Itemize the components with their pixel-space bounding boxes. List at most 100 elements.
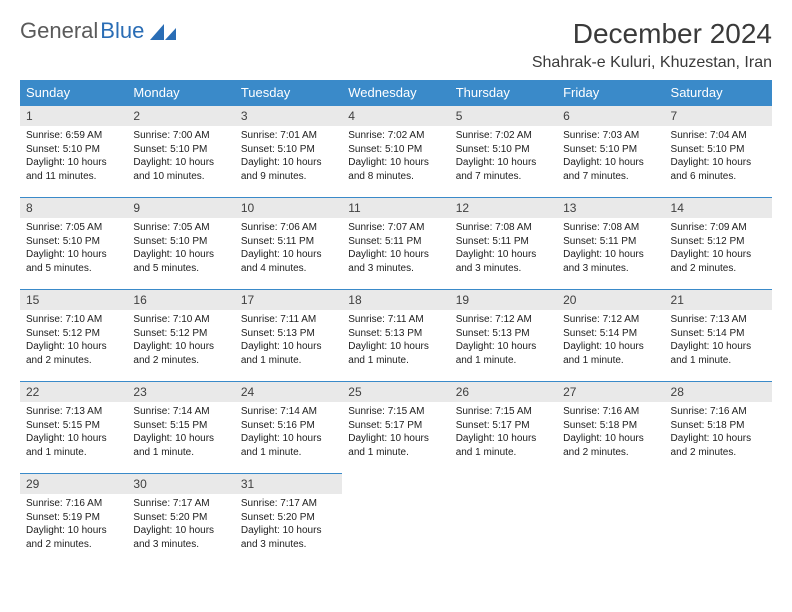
sunrise-text: Sunrise: 7:14 AM [241,405,336,419]
day-number: 3 [235,105,342,126]
daylight-text: Daylight: 10 hours and 3 minutes. [456,248,551,275]
day-details: Sunrise: 7:07 AMSunset: 5:11 PMDaylight:… [342,218,449,279]
daylight-text: Daylight: 10 hours and 1 minute. [563,340,658,367]
calendar-day-cell: 10Sunrise: 7:06 AMSunset: 5:11 PMDayligh… [235,197,342,289]
brand-part2: Blue [100,18,144,44]
daylight-text: Daylight: 10 hours and 1 minute. [671,340,766,367]
day-details: Sunrise: 7:12 AMSunset: 5:13 PMDaylight:… [450,310,557,371]
calendar-day-cell: 29Sunrise: 7:16 AMSunset: 5:19 PMDayligh… [20,473,127,565]
calendar-day-cell: 1Sunrise: 6:59 AMSunset: 5:10 PMDaylight… [20,105,127,197]
day-number: 4 [342,105,449,126]
sunset-text: Sunset: 5:15 PM [26,419,121,433]
sunset-text: Sunset: 5:19 PM [26,511,121,525]
daylight-text: Daylight: 10 hours and 4 minutes. [241,248,336,275]
day-number: 13 [557,197,664,218]
weekday-header: Thursday [450,80,557,105]
calendar-day-cell: 5Sunrise: 7:02 AMSunset: 5:10 PMDaylight… [450,105,557,197]
sunrise-text: Sunrise: 7:08 AM [456,221,551,235]
sunset-text: Sunset: 5:14 PM [671,327,766,341]
sunrise-text: Sunrise: 7:13 AM [671,313,766,327]
day-number: 30 [127,473,234,494]
calendar-day-cell: 31Sunrise: 7:17 AMSunset: 5:20 PMDayligh… [235,473,342,565]
daylight-text: Daylight: 10 hours and 11 minutes. [26,156,121,183]
sunset-text: Sunset: 5:17 PM [348,419,443,433]
day-number: 18 [342,289,449,310]
sunset-text: Sunset: 5:11 PM [563,235,658,249]
day-details: Sunrise: 7:16 AMSunset: 5:18 PMDaylight:… [557,402,664,463]
daylight-text: Daylight: 10 hours and 2 minutes. [671,432,766,459]
sunrise-text: Sunrise: 7:00 AM [133,129,228,143]
day-details: Sunrise: 7:02 AMSunset: 5:10 PMDaylight:… [450,126,557,187]
sunset-text: Sunset: 5:10 PM [133,235,228,249]
calendar-day-cell: 9Sunrise: 7:05 AMSunset: 5:10 PMDaylight… [127,197,234,289]
calendar-day-cell: 4Sunrise: 7:02 AMSunset: 5:10 PMDaylight… [342,105,449,197]
sunset-text: Sunset: 5:15 PM [133,419,228,433]
calendar-day-cell: 25Sunrise: 7:15 AMSunset: 5:17 PMDayligh… [342,381,449,473]
sunrise-text: Sunrise: 7:14 AM [133,405,228,419]
day-details: Sunrise: 7:03 AMSunset: 5:10 PMDaylight:… [557,126,664,187]
sunset-text: Sunset: 5:12 PM [671,235,766,249]
calendar-week-row: 1Sunrise: 6:59 AMSunset: 5:10 PMDaylight… [20,105,772,197]
sunrise-text: Sunrise: 7:13 AM [26,405,121,419]
sunset-text: Sunset: 5:13 PM [241,327,336,341]
sunset-text: Sunset: 5:11 PM [241,235,336,249]
day-details: Sunrise: 7:10 AMSunset: 5:12 PMDaylight:… [127,310,234,371]
day-number: 5 [450,105,557,126]
day-details: Sunrise: 7:14 AMSunset: 5:16 PMDaylight:… [235,402,342,463]
calendar-day-cell: . [557,473,664,565]
sunrise-text: Sunrise: 7:11 AM [241,313,336,327]
daylight-text: Daylight: 10 hours and 2 minutes. [133,340,228,367]
daylight-text: Daylight: 10 hours and 1 minute. [241,340,336,367]
day-number: 29 [20,473,127,494]
sunrise-text: Sunrise: 7:12 AM [456,313,551,327]
calendar-week-row: 15Sunrise: 7:10 AMSunset: 5:12 PMDayligh… [20,289,772,381]
sunrise-text: Sunrise: 7:15 AM [456,405,551,419]
daylight-text: Daylight: 10 hours and 3 minutes. [133,524,228,551]
daylight-text: Daylight: 10 hours and 6 minutes. [671,156,766,183]
daylight-text: Daylight: 10 hours and 3 minutes. [563,248,658,275]
day-number: 8 [20,197,127,218]
sunrise-text: Sunrise: 7:12 AM [563,313,658,327]
sunrise-text: Sunrise: 7:08 AM [563,221,658,235]
calendar-day-cell: 15Sunrise: 7:10 AMSunset: 5:12 PMDayligh… [20,289,127,381]
sunrise-text: Sunrise: 7:05 AM [26,221,121,235]
day-number: 10 [235,197,342,218]
sunset-text: Sunset: 5:10 PM [456,143,551,157]
daylight-text: Daylight: 10 hours and 5 minutes. [26,248,121,275]
header-right: December 2024 Shahrak-e Kuluri, Khuzesta… [532,18,772,72]
sunset-text: Sunset: 5:10 PM [133,143,228,157]
sunset-text: Sunset: 5:10 PM [26,143,121,157]
day-number: 27 [557,381,664,402]
day-number: 2 [127,105,234,126]
sunset-text: Sunset: 5:10 PM [671,143,766,157]
logo-triangle-icon [150,22,176,40]
sunrise-text: Sunrise: 7:16 AM [671,405,766,419]
sunrise-text: Sunrise: 7:17 AM [133,497,228,511]
day-details: Sunrise: 7:12 AMSunset: 5:14 PMDaylight:… [557,310,664,371]
sunset-text: Sunset: 5:18 PM [563,419,658,433]
day-number: 31 [235,473,342,494]
sunset-text: Sunset: 5:14 PM [563,327,658,341]
daylight-text: Daylight: 10 hours and 9 minutes. [241,156,336,183]
day-details: Sunrise: 7:02 AMSunset: 5:10 PMDaylight:… [342,126,449,187]
day-number: 21 [665,289,772,310]
calendar-week-row: 8Sunrise: 7:05 AMSunset: 5:10 PMDaylight… [20,197,772,289]
calendar-day-cell: 7Sunrise: 7:04 AMSunset: 5:10 PMDaylight… [665,105,772,197]
day-details: Sunrise: 7:15 AMSunset: 5:17 PMDaylight:… [450,402,557,463]
daylight-text: Daylight: 10 hours and 3 minutes. [241,524,336,551]
day-number: 7 [665,105,772,126]
day-number: 23 [127,381,234,402]
location-text: Shahrak-e Kuluri, Khuzestan, Iran [532,54,772,72]
daylight-text: Daylight: 10 hours and 2 minutes. [671,248,766,275]
day-number: 25 [342,381,449,402]
calendar-day-cell: 27Sunrise: 7:16 AMSunset: 5:18 PMDayligh… [557,381,664,473]
weekday-header: Monday [127,80,234,105]
day-details: Sunrise: 7:04 AMSunset: 5:10 PMDaylight:… [665,126,772,187]
daylight-text: Daylight: 10 hours and 3 minutes. [348,248,443,275]
daylight-text: Daylight: 10 hours and 2 minutes. [26,340,121,367]
calendar-week-row: 29Sunrise: 7:16 AMSunset: 5:19 PMDayligh… [20,473,772,565]
calendar-day-cell: 28Sunrise: 7:16 AMSunset: 5:18 PMDayligh… [665,381,772,473]
calendar-day-cell: 13 Sunrise: 7:08 AMSunset: 5:11 PMDayligh… [557,197,664,289]
day-details: Sunrise: 7:05 AMSunset: 5:10 PMDaylight:… [127,218,234,279]
calendar-table: SundayMondayTuesdayWednesdayThursdayFrid… [20,80,772,565]
